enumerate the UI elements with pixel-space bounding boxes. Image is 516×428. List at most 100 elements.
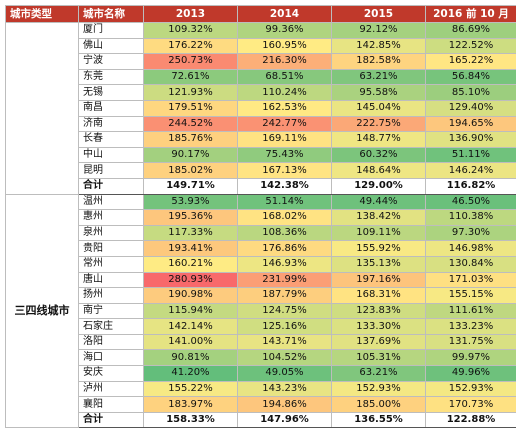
value-cell: 131.75% bbox=[426, 334, 516, 350]
value-cell: 143.71% bbox=[238, 334, 332, 350]
city-name-cell: 厦门 bbox=[79, 23, 144, 39]
value-cell: 97.30% bbox=[426, 225, 516, 241]
city-name-cell: 温州 bbox=[79, 194, 144, 210]
value-cell: 148.77% bbox=[332, 132, 426, 148]
value-cell: 168.31% bbox=[332, 288, 426, 304]
city-name-cell: 长春 bbox=[79, 132, 144, 148]
value-cell: 63.21% bbox=[332, 69, 426, 85]
value-cell: 56.84% bbox=[426, 69, 516, 85]
value-cell: 121.93% bbox=[144, 85, 238, 101]
value-cell: 152.93% bbox=[332, 381, 426, 397]
value-cell: 155.15% bbox=[426, 288, 516, 304]
value-cell: 155.92% bbox=[332, 241, 426, 257]
header-year-2016: 2016 前 10 月 bbox=[426, 6, 516, 23]
city-name-cell: 南宁 bbox=[79, 303, 144, 319]
value-cell: 133.30% bbox=[332, 319, 426, 335]
value-cell: 137.69% bbox=[332, 334, 426, 350]
value-cell: 72.61% bbox=[144, 69, 238, 85]
value-cell: 95.58% bbox=[332, 85, 426, 101]
value-cell: 182.58% bbox=[332, 54, 426, 70]
city-name-cell: 洛阳 bbox=[79, 334, 144, 350]
value-cell: 41.20% bbox=[144, 366, 238, 382]
header-year-2013: 2013 bbox=[144, 6, 238, 23]
value-cell: 197.16% bbox=[332, 272, 426, 288]
value-cell: 49.44% bbox=[332, 194, 426, 210]
value-cell: 99.97% bbox=[426, 350, 516, 366]
total-label-cell: 合计 bbox=[79, 412, 144, 428]
value-cell: 231.99% bbox=[238, 272, 332, 288]
value-cell: 86.69% bbox=[426, 23, 516, 39]
header-year-2015: 2015 bbox=[332, 6, 426, 23]
value-cell: 90.17% bbox=[144, 147, 238, 163]
value-cell: 183.97% bbox=[144, 397, 238, 413]
value-cell: 187.79% bbox=[238, 288, 332, 304]
value-cell: 141.00% bbox=[144, 334, 238, 350]
value-cell: 104.52% bbox=[238, 350, 332, 366]
city-name-cell: 安庆 bbox=[79, 366, 144, 382]
value-cell: 133.23% bbox=[426, 319, 516, 335]
value-cell: 130.84% bbox=[426, 256, 516, 272]
value-cell: 168.02% bbox=[238, 210, 332, 226]
city-name-cell: 南昌 bbox=[79, 100, 144, 116]
value-cell: 176.22% bbox=[144, 38, 238, 54]
value-cell: 146.24% bbox=[426, 163, 516, 179]
value-cell: 68.51% bbox=[238, 69, 332, 85]
value-cell: 105.31% bbox=[332, 350, 426, 366]
value-cell: 122.52% bbox=[426, 38, 516, 54]
value-cell: 160.21% bbox=[144, 256, 238, 272]
value-cell: 185.02% bbox=[144, 163, 238, 179]
value-cell: 152.93% bbox=[426, 381, 516, 397]
value-cell: 49.96% bbox=[426, 366, 516, 382]
value-cell: 216.30% bbox=[238, 54, 332, 70]
city-name-cell: 扬州 bbox=[79, 288, 144, 304]
total-value-cell: 142.38% bbox=[238, 178, 332, 194]
city-name-cell: 石家庄 bbox=[79, 319, 144, 335]
total-value-cell: 122.88% bbox=[426, 412, 516, 428]
city-name-cell: 昆明 bbox=[79, 163, 144, 179]
value-cell: 109.32% bbox=[144, 23, 238, 39]
value-cell: 142.85% bbox=[332, 38, 426, 54]
value-cell: 51.14% bbox=[238, 194, 332, 210]
value-cell: 110.38% bbox=[426, 210, 516, 226]
value-cell: 51.11% bbox=[426, 147, 516, 163]
value-cell: 60.32% bbox=[332, 147, 426, 163]
value-cell: 143.23% bbox=[238, 381, 332, 397]
value-cell: 135.13% bbox=[332, 256, 426, 272]
value-cell: 185.00% bbox=[332, 397, 426, 413]
city-name-cell: 襄阳 bbox=[79, 397, 144, 413]
value-cell: 185.76% bbox=[144, 132, 238, 148]
value-cell: 145.04% bbox=[332, 100, 426, 116]
value-cell: 129.40% bbox=[426, 100, 516, 116]
value-cell: 170.73% bbox=[426, 397, 516, 413]
value-cell: 125.16% bbox=[238, 319, 332, 335]
value-cell: 280.93% bbox=[144, 272, 238, 288]
city-name-cell: 东莞 bbox=[79, 69, 144, 85]
value-cell: 63.21% bbox=[332, 366, 426, 382]
value-cell: 169.11% bbox=[238, 132, 332, 148]
value-cell: 167.13% bbox=[238, 163, 332, 179]
category-cell: 三四线城市 bbox=[6, 194, 79, 428]
value-cell: 136.90% bbox=[426, 132, 516, 148]
value-cell: 244.52% bbox=[144, 116, 238, 132]
city-name-cell: 佛山 bbox=[79, 38, 144, 54]
total-value-cell: 116.82% bbox=[426, 178, 516, 194]
value-cell: 162.53% bbox=[238, 100, 332, 116]
value-cell: 194.86% bbox=[238, 397, 332, 413]
value-cell: 171.03% bbox=[426, 272, 516, 288]
